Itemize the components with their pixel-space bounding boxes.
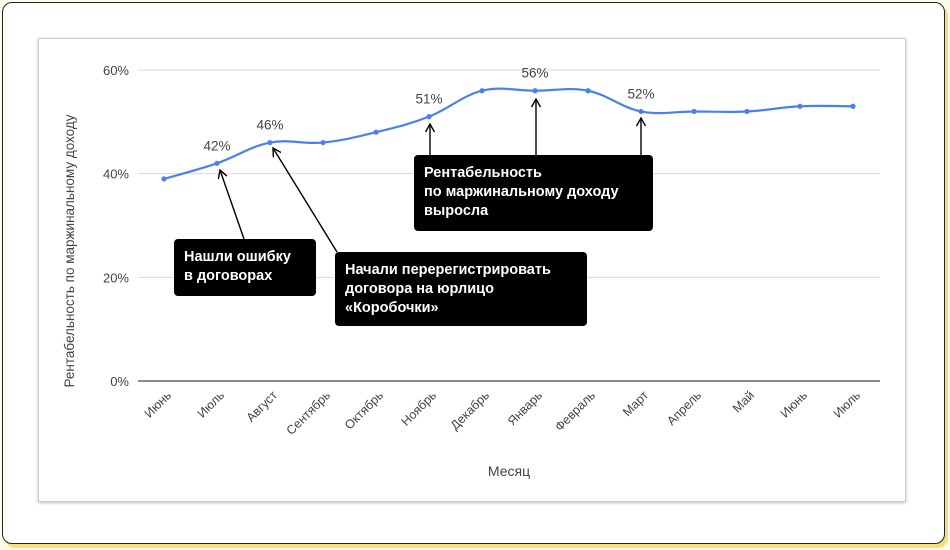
y-tick-label: 20% — [103, 270, 129, 285]
x-tick-label: Декабрь — [448, 388, 492, 432]
data-point — [267, 139, 273, 146]
data-point — [373, 129, 379, 135]
data-label: 56% — [521, 66, 548, 81]
x-tick-label: Январь — [505, 388, 545, 428]
x-tick-label: Август — [244, 388, 281, 425]
data-point — [214, 160, 220, 166]
x-tick-label: Июль — [831, 388, 863, 420]
arrow-head — [635, 116, 647, 127]
data-point — [850, 103, 856, 109]
x-tick-label: Сентябрь — [284, 388, 333, 437]
x-tick-label: Ноябрь — [399, 388, 440, 429]
x-tick-label: Июнь — [778, 388, 810, 420]
data-point — [479, 88, 485, 94]
x-tick-label: Июль — [195, 388, 227, 420]
data-point — [426, 114, 432, 120]
data-point — [585, 88, 591, 94]
data-label: 52% — [627, 86, 654, 101]
arrow-head — [272, 146, 282, 158]
annotation-arrow — [272, 147, 338, 253]
arrow-head — [530, 97, 542, 108]
data-label: 46% — [256, 118, 283, 133]
data-point — [797, 103, 803, 109]
data-point — [744, 108, 750, 115]
annotation-callout: Рентабельность по маржинальному доходу в… — [414, 155, 653, 231]
data-point — [638, 108, 644, 115]
x-tick-label: Апрель — [664, 388, 704, 428]
annotation-callout: Нашли ошибку в договорах — [174, 239, 316, 296]
annotation-arrow — [219, 169, 245, 240]
x-tick-label: Октябрь — [342, 388, 386, 432]
x-axis-title: Месяц — [488, 463, 530, 479]
x-tick-label: Февраль — [552, 388, 598, 434]
data-point — [320, 139, 326, 146]
y-tick-label: 60% — [103, 63, 129, 78]
series-line — [163, 87, 854, 180]
x-tick-label: Июнь — [142, 388, 174, 420]
data-label: 42% — [203, 138, 230, 153]
data-point — [691, 108, 697, 115]
x-tick-label: Март — [620, 388, 651, 419]
data-label: 51% — [415, 92, 442, 107]
data-point — [532, 88, 538, 94]
x-tick-label: Май — [730, 388, 757, 415]
data-point — [161, 176, 167, 182]
y-tick-label: 0% — [110, 374, 129, 389]
y-axis-title: Рентабельность по маржинальному доходу — [62, 114, 77, 387]
arrow-head — [424, 122, 436, 133]
arrow-head — [217, 168, 228, 180]
y-tick-label: 40% — [103, 167, 129, 182]
annotation-callout: Начали перерегистрировать договора на юр… — [335, 252, 587, 326]
